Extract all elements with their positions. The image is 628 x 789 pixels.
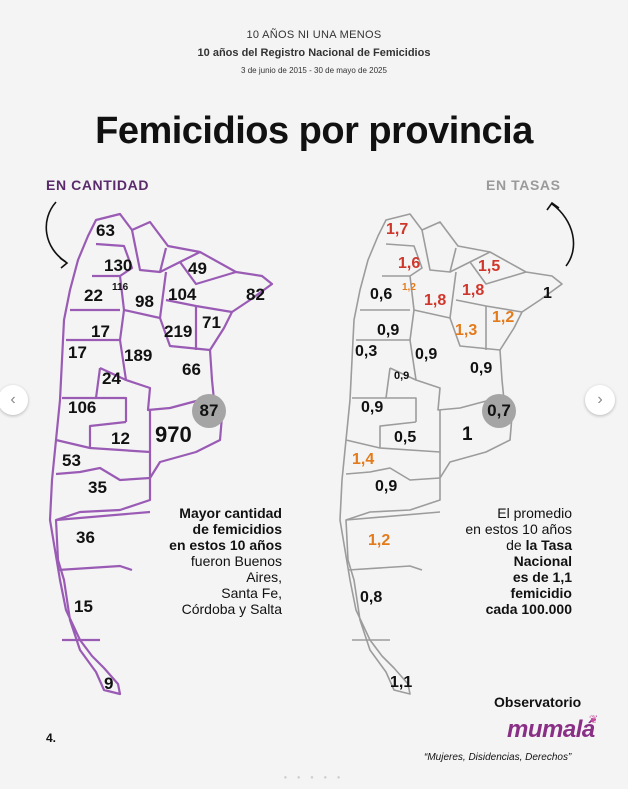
tasa-santa-cruz: 0,8: [360, 589, 383, 606]
chevron-left-icon: ‹: [10, 391, 16, 408]
tasa-san-juan: 0,3: [355, 343, 378, 360]
tasa-chaco: 1,8: [462, 282, 485, 299]
tasa-salta: 1,6: [398, 255, 421, 272]
cantidad-santa-cruz: 15: [74, 597, 93, 616]
page-number: 4.: [46, 731, 57, 745]
cantidad-mendoza: 106: [68, 398, 97, 417]
cantidad-santa-fe: 219: [164, 322, 193, 341]
carousel-next-button[interactable]: ›: [585, 385, 615, 415]
cantidad-caba-badge: 87: [192, 394, 226, 428]
observatorio-label: Observatorio: [494, 694, 582, 710]
tasa-chubut: 1,2: [368, 532, 391, 549]
note-right-line-2: en estos 10 años: [465, 521, 572, 537]
tasa-cordoba: 0,9: [415, 346, 438, 363]
cantidad-misiones: 82: [246, 285, 265, 304]
cantidad-chaco: 104: [168, 285, 197, 304]
cantidad-neuquen: 53: [62, 451, 81, 470]
note-right-line-5: es de 1,1: [512, 569, 572, 585]
right-curved-arrow-icon: [551, 203, 575, 267]
cantidad-corrientes: 71: [202, 313, 221, 332]
leaf-icon: ❦: [589, 714, 599, 726]
note-right-line-3b: la Tasa: [525, 537, 572, 553]
note-right-line-4: Nacional: [513, 553, 572, 569]
cantidad-la-rioja: 17: [91, 322, 110, 341]
header-dates: 3 de junio de 2015 - 30 de mayo de 2025: [241, 66, 387, 75]
note-right-line-1: El promedio: [497, 505, 572, 521]
cantidad-san-juan: 17: [68, 343, 87, 362]
tasa-tierra-del-fuego: 1,1: [390, 674, 413, 691]
tasa-corrientes: 1,2: [492, 309, 515, 326]
cantidad-jujuy: 63: [96, 221, 115, 240]
note-left-line-1: Mayor cantidad: [179, 505, 282, 521]
tasa-san-luis: 0,9: [394, 370, 410, 382]
tasa-entre-rios: 0,9: [470, 360, 493, 377]
cantidad-sgo-estero: 98: [135, 292, 154, 311]
tasa-formosa: 1,5: [478, 258, 501, 275]
cantidad-cordoba: 189: [124, 346, 153, 365]
tasa-misiones: 1: [543, 285, 552, 302]
tasa-catamarca: 0,6: [370, 286, 393, 303]
note-right-line-6: femicidio: [510, 585, 572, 601]
tasa-sgo-estero: 1,8: [424, 292, 447, 309]
tasa-mendoza: 0,9: [361, 399, 384, 416]
note-left-line-5: Aires,: [246, 569, 282, 585]
note-right-line-7: cada 100.000: [485, 601, 572, 617]
note-left-line-3: en estos 10 años: [169, 537, 282, 553]
tasa-neuquen: 1,4: [352, 451, 375, 468]
carousel-dots: ● ● ● ● ●: [283, 775, 345, 781]
chevron-right-icon: ›: [597, 391, 603, 408]
tasa-rio-negro: 0,9: [375, 478, 398, 495]
tasa-jujuy: 1,7: [386, 221, 409, 238]
cantidad-san-luis: 24: [102, 369, 121, 388]
cantidad-tucuman: 116: [112, 282, 129, 293]
cantidad-buenos-aires: 970: [155, 422, 192, 447]
label-en-tasas: EN TASAS: [486, 177, 561, 193]
tasa-santa-fe: 1,3: [455, 322, 478, 339]
header-line-2: 10 años del Registro Nacional de Femicid…: [197, 47, 431, 59]
cantidad-tierra-del-fuego: 9: [104, 674, 114, 693]
tasa-tucuman: 1,2: [402, 282, 416, 293]
cantidad-formosa: 49: [188, 259, 207, 278]
note-left-line-2: de femicidios: [192, 521, 282, 537]
tasa-caba-badge: 0,7: [482, 394, 516, 428]
label-en-cantidad: EN CANTIDAD: [46, 177, 150, 193]
mumala-logo: mumalá: [507, 716, 595, 743]
header-line-1: 10 AÑOS NI UNA MENOS: [246, 29, 382, 41]
cantidad-entre-rios: 66: [182, 360, 201, 379]
cantidad-rio-negro: 35: [88, 478, 107, 497]
tasa-la-pampa: 0,5: [394, 429, 417, 446]
tasa-buenos-aires: 1: [462, 424, 473, 445]
note-left-line-4: fueron Buenos: [190, 553, 282, 569]
tasa-la-rioja: 0,9: [377, 322, 400, 339]
cantidad-catamarca: 22: [84, 286, 103, 305]
carousel-prev-button[interactable]: ‹: [0, 385, 28, 415]
note-tasas: El promedio en estos 10 años de la Tasa …: [430, 505, 572, 617]
note-left-line-6: Santa Fe,: [221, 585, 282, 601]
cantidad-la-pampa: 12: [111, 429, 130, 448]
page-title: Femicidios por provincia: [95, 110, 533, 152]
cantidad-salta: 130: [104, 256, 133, 275]
cantidad-chubut: 36: [76, 528, 95, 547]
note-cantidad: Mayor cantidad de femicidios en estos 10…: [140, 505, 282, 617]
slogan: “Mujeres, Disidencias, Derechos”: [424, 752, 572, 763]
note-left-line-7: Córdoba y Salta: [181, 601, 282, 617]
note-right-line-3a: de: [506, 537, 526, 553]
